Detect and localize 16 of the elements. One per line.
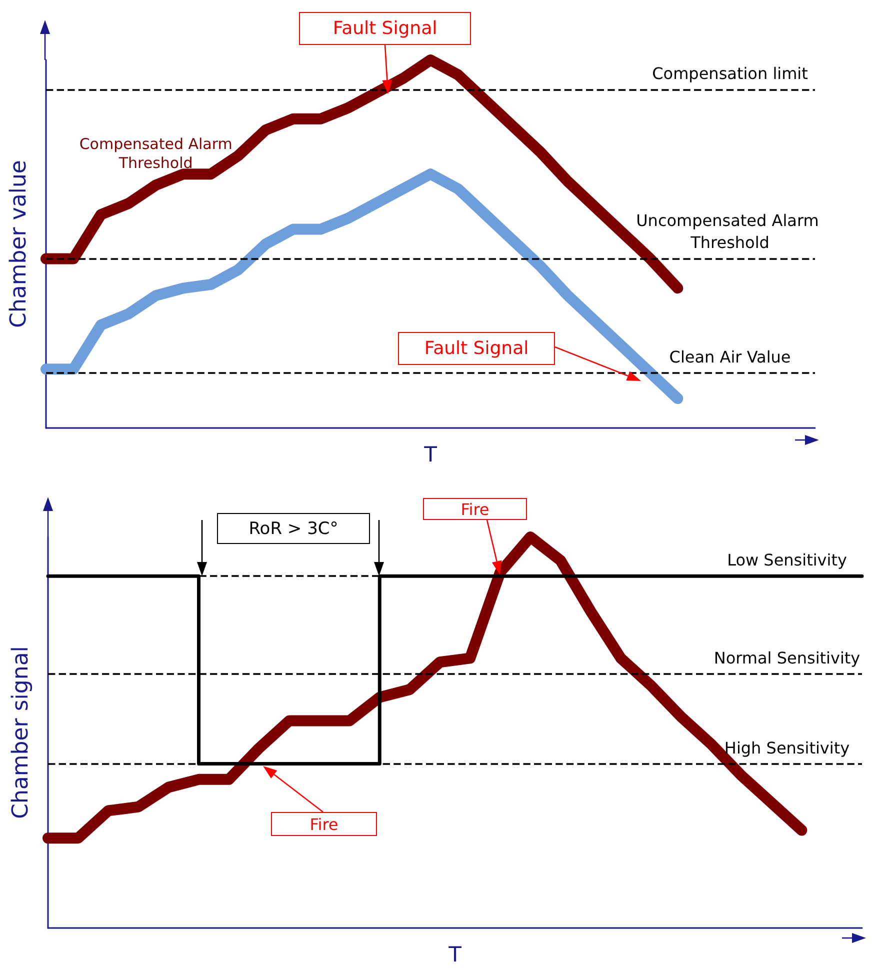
series-label: Compensated Alarm Threshold <box>78 135 234 174</box>
y-axis-title: Chamber signal <box>8 646 34 819</box>
x-axis-title: T <box>423 442 438 466</box>
text-box: RoR > 3C° <box>217 513 370 544</box>
y-axis-title: Chamber value <box>6 160 32 328</box>
text-box: Fault Signal <box>299 12 471 45</box>
x-axis-title: T <box>448 942 462 966</box>
ref-line-label: Clean Air Value <box>669 347 791 366</box>
ref-line-label: Compensation limit <box>652 64 808 83</box>
ref-line-label: Uncompensated Alarm Threshold <box>636 211 824 252</box>
text-box: Fire <box>271 812 377 836</box>
text-box: Fire <box>423 498 527 520</box>
ref-line-label: Low Sensitivity <box>727 550 847 570</box>
ref-line-label: High Sensitivity <box>724 738 850 758</box>
ref-line-label: Normal Sensitivity <box>714 648 860 668</box>
text-box: Fault Signal <box>398 332 555 365</box>
